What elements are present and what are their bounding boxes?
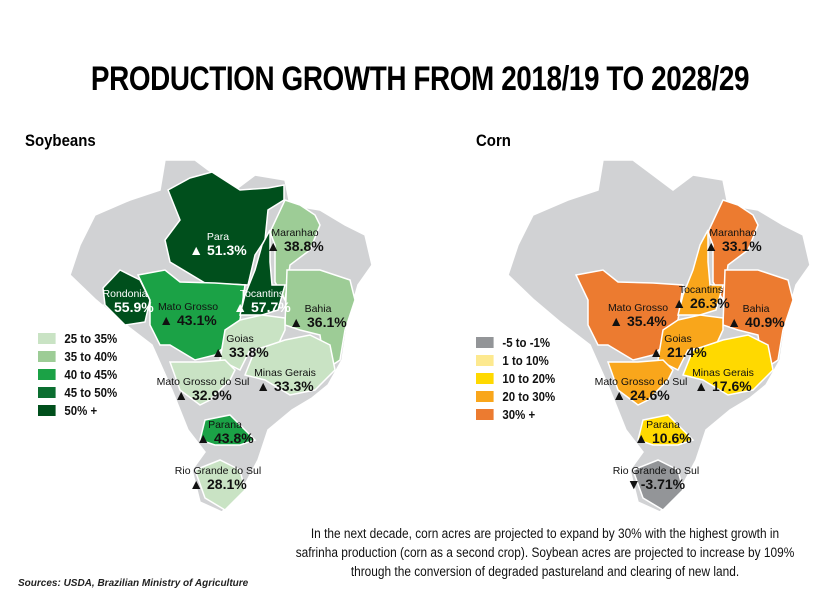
state-name-label: Parana <box>646 419 680 431</box>
legend-swatch <box>476 390 494 402</box>
state-name-label: Mato Grosso do Sul <box>157 376 250 388</box>
soybeans-heading: Soybeans <box>25 131 96 150</box>
growth-value-label: ▲ 40.9% <box>727 314 785 330</box>
corn-heading: Corn <box>476 131 511 150</box>
corn-legend: -5 to -1% 1 to 10% 10 to 20% 20 to 30% 30% + <box>476 333 566 423</box>
state-name-label: Minas Gerais <box>692 367 754 379</box>
legend-item: -5 to -1% <box>476 333 555 351</box>
page-title: PRODUCTION GROWTH FROM 2018/19 TO 2028/2… <box>90 60 750 98</box>
state-name-label: Rio Grande do Sul <box>175 465 261 477</box>
legend-swatch <box>38 404 56 416</box>
growth-value-label: ▲ 43.1% <box>159 312 217 328</box>
legend-item: 40 to 45% <box>38 365 117 383</box>
state-name-label: Mato Grosso <box>608 302 668 314</box>
state-name-label: Minas Gerais <box>254 367 316 379</box>
legend-label: 50% + <box>64 402 98 418</box>
growth-value-label: ▲ 33.8% <box>211 344 269 360</box>
legend-item: 50% + <box>38 401 117 419</box>
legend-swatch <box>38 332 56 344</box>
legend-item: 35 to 40% <box>38 347 117 365</box>
growth-value-label: ▲ 38.8% <box>266 238 324 254</box>
state-mato-grosso-do-sul <box>168 359 236 406</box>
legend-item: 45 to 50% <box>38 383 117 401</box>
state-bahia <box>284 269 356 372</box>
growth-value-label: ▼-3.71% <box>627 476 686 492</box>
legend-label: -5 to -1% <box>502 334 551 350</box>
legend-swatch <box>38 368 56 380</box>
state-para <box>164 171 285 286</box>
legend-label: 10 to 20% <box>502 370 556 386</box>
legend-swatch <box>476 408 494 420</box>
growth-value-label: ▲ 28.1% <box>189 476 247 492</box>
state-name-label: Maranhao <box>271 227 318 239</box>
state-rondonia <box>102 269 151 326</box>
state-parana <box>199 414 257 446</box>
state-maranhao <box>269 199 321 303</box>
legend-swatch <box>38 350 56 362</box>
legend-label: 30% + <box>502 406 536 422</box>
state-parana <box>637 414 695 446</box>
state-bahia <box>722 269 794 372</box>
legend-label: 40 to 45% <box>64 366 118 382</box>
soybeans-map: Para▲ 51.3% Maranhao▲ 38.8% Rondonia▲ 55.9… <box>69 159 373 513</box>
state-name-label: Tocantins <box>679 284 723 296</box>
legend-label: 35 to 40% <box>64 348 118 364</box>
legend-swatch <box>476 372 494 384</box>
legend-item: 10 to 20% <box>476 369 555 387</box>
legend-label: 45 to 50% <box>64 384 118 400</box>
state-name-label: Mato Grosso do Sul <box>595 376 688 388</box>
legend-item: 30% + <box>476 405 555 423</box>
state-name-label: Parana <box>208 419 242 431</box>
state-name-label: Maranhao <box>709 227 756 239</box>
state-tocantins <box>239 229 286 316</box>
legend-swatch <box>476 354 494 366</box>
growth-value-label: ▲ 55.9% <box>96 299 154 315</box>
growth-value-label: ▲ 35.4% <box>609 313 667 329</box>
growth-value-label: ▲ 51.3% <box>189 242 247 258</box>
growth-value-label: ▲ 24.6% <box>612 387 670 403</box>
legend-item: 25 to 35% <box>38 329 117 347</box>
state-name-label: Rio Grande do Sul <box>613 465 699 477</box>
legend-item: 20 to 30% <box>476 387 555 405</box>
growth-value-label: ▲ 26.3% <box>672 295 730 311</box>
soybeans-legend: 25 to 35% 35 to 40% 40 to 45% 45 to 50% 50% … <box>38 329 128 419</box>
growth-value-label: ▲ 21.4% <box>649 344 707 360</box>
growth-value-label: ▲ 17.6% <box>694 378 752 394</box>
state-name-label: Bahia <box>305 303 332 315</box>
state-name-label: Goias <box>664 333 691 345</box>
state-name-label: Bahia <box>743 303 770 315</box>
footnote: In the next decade, corn acres are proje… <box>295 526 795 579</box>
growth-value-label: ▲ 36.1% <box>289 314 347 330</box>
state-name-label: Mato Grosso <box>158 301 218 313</box>
growth-value-label: ▲ 33.3% <box>256 378 314 394</box>
state-minas-gerais <box>243 334 336 396</box>
state-tocantins <box>677 229 724 316</box>
legend-label: 25 to 35% <box>64 330 118 346</box>
state-mato-grosso-do-sul <box>606 359 674 406</box>
state-name-label: Goias <box>226 333 253 345</box>
legend-swatch <box>476 336 494 348</box>
corn-map: Maranhao▲ 33.1% Mato Grosso▲ 35.4% Tocanti… <box>507 159 811 513</box>
state-rio-grande-do-sul <box>194 459 246 511</box>
growth-value-label: ▲ 10.6% <box>634 430 692 446</box>
state-name-label: Para <box>207 231 229 243</box>
legend-label: 1 to 10% <box>502 352 549 368</box>
legend-label: 20 to 30% <box>502 388 556 404</box>
legend-item: 1 to 10% <box>476 351 555 369</box>
sources: Sources: USDA, Brazilian Ministry of Agr… <box>18 578 249 589</box>
state-name-label: Tocantins <box>240 288 284 300</box>
growth-value-label: ▲ 43.8% <box>196 430 254 446</box>
state-maranhao <box>707 199 759 303</box>
growth-value-label: ▲ 33.1% <box>704 238 762 254</box>
legend-swatch <box>38 386 56 398</box>
growth-value-label: ▲ 32.9% <box>174 387 232 403</box>
state-minas-gerais <box>681 334 774 396</box>
growth-value-label: ▲ 57.7% <box>233 299 291 315</box>
state-name-label: Rondonia <box>103 288 148 300</box>
state-rio-grande-do-sul <box>632 459 684 511</box>
